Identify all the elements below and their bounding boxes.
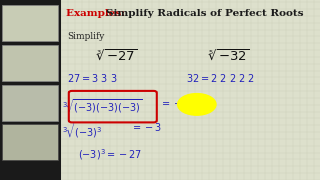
Text: $^{3}\!\sqrt{(-3)^{3}}$: $^{3}\!\sqrt{(-3)^{3}}$ — [62, 121, 105, 140]
FancyBboxPatch shape — [0, 0, 61, 180]
Text: Simplify Radicals of Perfect Roots: Simplify Radicals of Perfect Roots — [106, 9, 304, 18]
Text: $\sqrt[5]{-32}$: $\sqrt[5]{-32}$ — [208, 49, 250, 64]
Text: $^{3}\!\sqrt{(-3)(-3)(-3)}$: $^{3}\!\sqrt{(-3)(-3)(-3)}$ — [62, 97, 143, 115]
FancyBboxPatch shape — [2, 124, 58, 160]
Text: $\sqrt[3]{-27}$: $\sqrt[3]{-27}$ — [96, 49, 138, 64]
Text: $= -3$: $= -3$ — [131, 121, 163, 133]
Circle shape — [178, 94, 216, 115]
Text: $= -3$: $= -3$ — [160, 97, 191, 109]
Text: Simplify: Simplify — [67, 32, 105, 41]
Text: $27 = 3\ 3\ 3$: $27 = 3\ 3\ 3$ — [67, 72, 118, 84]
Text: $(-3)^{3} = -27$: $(-3)^{3} = -27$ — [78, 148, 143, 162]
FancyBboxPatch shape — [2, 85, 58, 121]
FancyBboxPatch shape — [2, 5, 58, 41]
Text: $32 = 2\ 2\ 2\ 2\ 2$: $32 = 2\ 2\ 2\ 2\ 2$ — [186, 72, 255, 84]
FancyBboxPatch shape — [2, 45, 58, 81]
Text: Examples:: Examples: — [66, 9, 132, 18]
